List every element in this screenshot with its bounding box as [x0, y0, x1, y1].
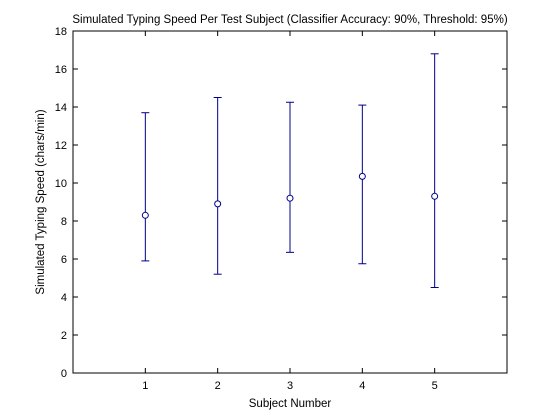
x-tick-label: 1: [142, 380, 148, 392]
y-tick-label: 8: [61, 216, 67, 228]
data-point-marker: [358, 172, 366, 180]
data-point-marker: [286, 194, 294, 202]
y-axis-ticks: 0 2 4 6 8 10 12 14 16 18: [55, 26, 507, 380]
data-point-marker: [214, 200, 222, 208]
y-tick-label: 4: [61, 292, 67, 304]
y-tick-label: 6: [61, 254, 67, 266]
x-axis-ticks: 1 2 3 4 5: [142, 31, 438, 392]
x-tick-label: 4: [359, 380, 365, 392]
x-tick-label: 2: [215, 380, 221, 392]
y-tick-label: 2: [61, 330, 67, 342]
x-tick-label: 5: [432, 380, 438, 392]
y-tick-label: 10: [55, 178, 67, 190]
y-tick-label: 18: [55, 26, 67, 38]
y-tick-label: 14: [55, 102, 67, 114]
chart-title: Simulated Typing Speed Per Test Subject …: [72, 14, 507, 26]
y-tick-label: 0: [61, 368, 67, 380]
y-tick-label: 12: [55, 140, 67, 152]
data-point-marker: [431, 192, 439, 200]
y-tick-label: 16: [55, 64, 67, 76]
x-tick-label: 3: [287, 380, 293, 392]
x-axis-label: Subject Number: [249, 398, 332, 410]
error-bars: [141, 53, 439, 288]
data-point-marker: [141, 211, 149, 219]
y-axis-label: Simulated Typing Speed (chars/min): [35, 109, 47, 294]
